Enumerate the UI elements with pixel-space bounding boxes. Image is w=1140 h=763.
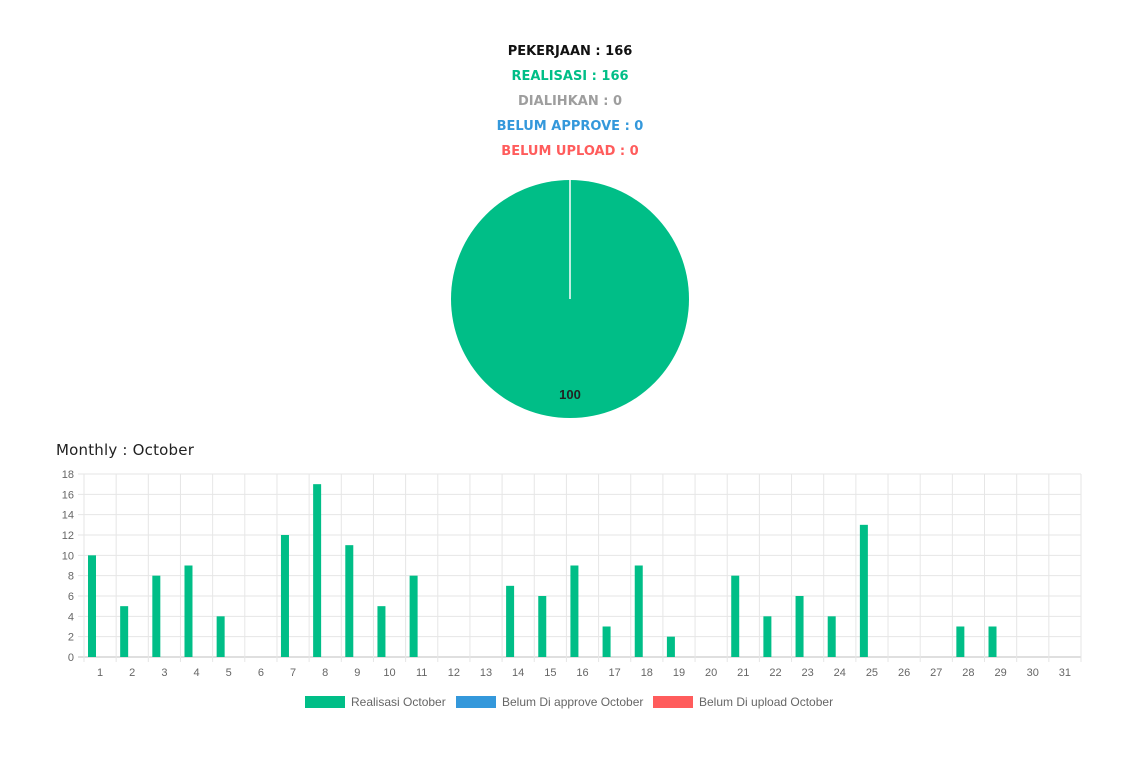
x-tick-label: 6	[258, 667, 264, 679]
bar-realisasi-october[interactable]	[731, 575, 740, 657]
pie-chart: 100	[448, 177, 692, 421]
legend-label-belum-upload: Belum Di upload October	[699, 695, 834, 709]
x-tick-label: 8	[322, 667, 328, 679]
bar-realisasi-october[interactable]	[666, 636, 675, 657]
pie-chart-svg: 100	[451, 180, 689, 418]
x-tick-label: 26	[898, 667, 910, 679]
y-tick-label: 10	[62, 550, 74, 562]
bar-realisasi-october[interactable]	[956, 626, 965, 658]
x-tick-label: 19	[673, 667, 685, 679]
y-tick-label: 16	[62, 489, 74, 501]
x-tick-label: 22	[769, 667, 781, 679]
x-tick-label: 27	[930, 667, 942, 679]
x-tick-label: 21	[737, 667, 749, 679]
x-tick-label: 24	[834, 667, 846, 679]
bar-realisasi-october[interactable]	[827, 616, 836, 657]
x-tick-label: 23	[802, 667, 814, 679]
y-tick-label: 8	[68, 571, 74, 583]
bar-realisasi-october[interactable]	[280, 535, 289, 657]
legend-swatch-belum-upload	[653, 696, 693, 708]
bar-realisasi-october[interactable]	[570, 565, 579, 658]
bar-realisasi-october[interactable]	[859, 524, 868, 657]
x-tick-label: 28	[962, 667, 974, 679]
y-tick-label: 0	[68, 652, 74, 664]
x-tick-label: 17	[609, 667, 621, 679]
x-tick-label: 16	[576, 667, 588, 679]
bar-realisasi-october[interactable]	[602, 626, 611, 658]
y-tick-label: 6	[68, 591, 74, 603]
bar-chart: 0 2 4 6 8 10 12 14 16 18 1 2 3 4 5 6 7 8 9 10 11 12 13 14 15 16 17…	[0, 460, 1140, 685]
bar-realisasi-october[interactable]	[763, 616, 772, 657]
bar-realisasi-october[interactable]	[313, 484, 322, 657]
x-tick-label: 25	[866, 667, 878, 679]
bar-realisasi-october[interactable]	[506, 585, 515, 657]
legend-swatch-belum-approve	[456, 696, 496, 708]
bar-realisasi-october[interactable]	[634, 565, 643, 658]
legend-label-belum-approve: Belum Di approve October	[502, 695, 644, 709]
x-tick-label: 14	[512, 667, 524, 679]
x-tick-label: 31	[1059, 667, 1071, 679]
bar-realisasi-october[interactable]	[216, 616, 225, 657]
realisasi-total: REALISASI : 166	[511, 69, 629, 84]
x-tick-label: 5	[226, 667, 232, 679]
x-tick-label: 29	[994, 667, 1006, 679]
bar-realisasi-october[interactable]	[538, 596, 547, 657]
bar-realisasi-october[interactable]	[120, 606, 129, 657]
x-tick-label: 11	[416, 667, 427, 679]
x-tick-label: 2	[129, 667, 135, 679]
y-tick-label: 14	[62, 510, 74, 522]
y-tick-label: 18	[62, 469, 74, 481]
x-tick-label: 18	[641, 667, 653, 679]
bar-realisasi-october[interactable]	[152, 575, 161, 657]
x-tick-label: 4	[194, 667, 200, 679]
x-tick-label: 10	[383, 667, 395, 679]
x-tick-label: 15	[544, 667, 556, 679]
x-tick-label: 20	[705, 667, 717, 679]
x-tick-label: 7	[290, 667, 296, 679]
pie-data-label: 100	[559, 387, 581, 402]
pekerjaan-total: PEKERJAAN : 166	[507, 44, 633, 59]
x-tick-label: 1	[97, 667, 103, 679]
bar-chart-legend: Realisasi October Belum Di approve Octob…	[0, 695, 1140, 713]
x-tick-label: 13	[480, 667, 492, 679]
monthly-chart-title: Monthly : October	[56, 441, 195, 459]
belum-approve-total: BELUM APPROVE : 0	[496, 119, 644, 134]
legend-item-realisasi[interactable]: Realisasi October	[305, 695, 446, 709]
legend-item-belum-upload[interactable]: Belum Di upload October	[653, 695, 833, 709]
legend-item-belum-approve[interactable]: Belum Di approve October	[456, 695, 643, 709]
y-tick-label: 12	[62, 530, 74, 542]
x-tick-label: 30	[1027, 667, 1039, 679]
legend-label-realisasi: Realisasi October	[351, 695, 446, 709]
belum-upload-total: BELUM UPLOAD : 0	[501, 144, 639, 159]
x-tick-label: 9	[354, 667, 360, 679]
y-tick-label: 4	[68, 611, 74, 623]
dialihkan-total: DIALIHKAN : 0	[518, 94, 622, 109]
bar-realisasi-october[interactable]	[88, 555, 96, 657]
legend-swatch-realisasi	[305, 696, 345, 708]
y-tick-label: 2	[68, 632, 74, 644]
bar-realisasi-october[interactable]	[184, 565, 193, 658]
bar-realisasi-october[interactable]	[377, 606, 386, 657]
bar-realisasi-october[interactable]	[345, 545, 354, 657]
x-tick-label: 12	[448, 667, 460, 679]
bar-realisasi-october[interactable]	[409, 575, 418, 657]
bar-realisasi-october[interactable]	[795, 596, 804, 657]
x-tick-label: 3	[161, 667, 167, 679]
bar-realisasi-october[interactable]	[988, 626, 997, 658]
